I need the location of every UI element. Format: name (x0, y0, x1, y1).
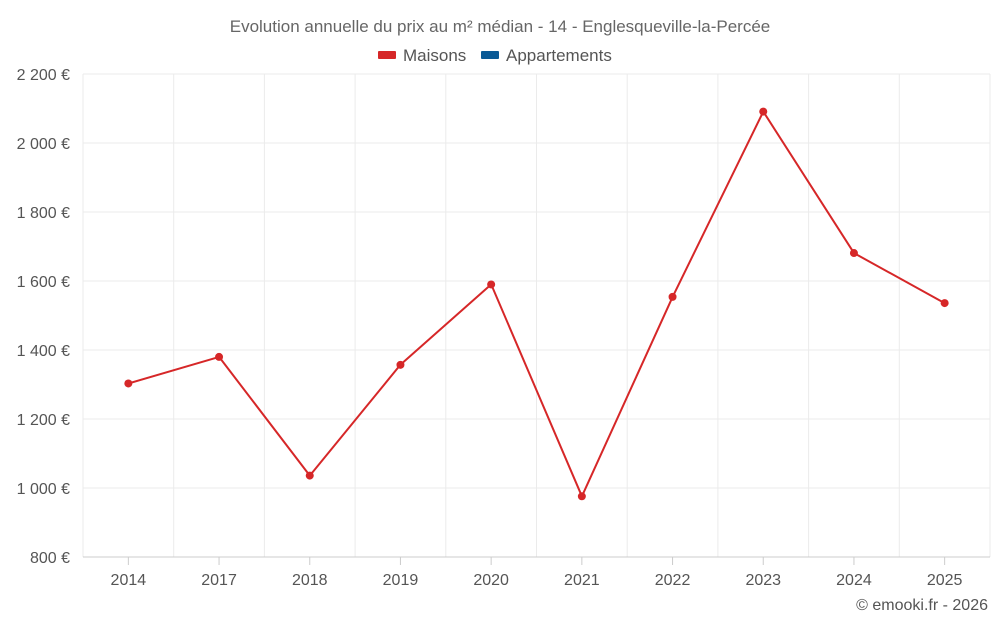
y-tick-label: 1 000 € (17, 481, 70, 498)
series-line-maisons (128, 110, 946, 498)
y-tick-label: 800 € (30, 550, 70, 567)
y-tick-label: 1 600 € (17, 274, 70, 291)
data-point-2021[interactable] (577, 492, 586, 501)
data-point-2018[interactable] (305, 471, 314, 480)
legend-swatch-appartements (481, 51, 499, 59)
x-tick-label: 2019 (383, 572, 419, 589)
data-point-2020[interactable] (487, 280, 496, 289)
legend-swatch-maisons (378, 51, 396, 59)
x-tick-label: 2023 (745, 572, 781, 589)
x-tick-label: 2022 (655, 572, 691, 589)
y-tick-label: 1 800 € (17, 205, 70, 222)
legend: Maisons Appartements (378, 46, 612, 65)
data-point-2019[interactable] (396, 360, 405, 369)
legend-label-maisons: Maisons (403, 46, 466, 65)
x-tick-label: 2024 (836, 572, 872, 589)
grid (82, 73, 991, 558)
legend-item-maisons[interactable]: Maisons (378, 46, 466, 65)
x-tick-label: 2018 (292, 572, 328, 589)
chart-title: Evolution annuelle du prix au m² médian … (230, 17, 771, 36)
legend-item-appartements[interactable]: Appartements (481, 46, 612, 65)
data-point-2024[interactable] (849, 249, 858, 258)
data-point-2023[interactable] (759, 107, 768, 116)
x-tick-label: 2014 (111, 572, 147, 589)
x-tick-label: 2021 (564, 572, 600, 589)
data-point-2022[interactable] (668, 292, 677, 301)
y-tick-label: 1 200 € (17, 412, 70, 429)
x-tick-label: 2025 (927, 572, 963, 589)
y-tick-label: 2 000 € (17, 136, 70, 153)
x-tick-label: 2017 (201, 572, 237, 589)
axes: 800 € 1 000 € 1 200 € 1 400 € 1 600 € 1 800 €… (17, 67, 990, 589)
x-tick-label: 2020 (473, 572, 509, 589)
credit-text: © emooki.fr - 2026 (856, 597, 988, 614)
data-point-2025[interactable] (940, 299, 949, 308)
y-tick-label: 1 400 € (17, 343, 70, 360)
y-tick-label: 2 200 € (17, 67, 70, 84)
legend-label-appartements: Appartements (506, 46, 612, 65)
series-maisons (124, 107, 949, 501)
data-point-2014[interactable] (124, 379, 133, 388)
data-point-2017[interactable] (215, 352, 224, 361)
